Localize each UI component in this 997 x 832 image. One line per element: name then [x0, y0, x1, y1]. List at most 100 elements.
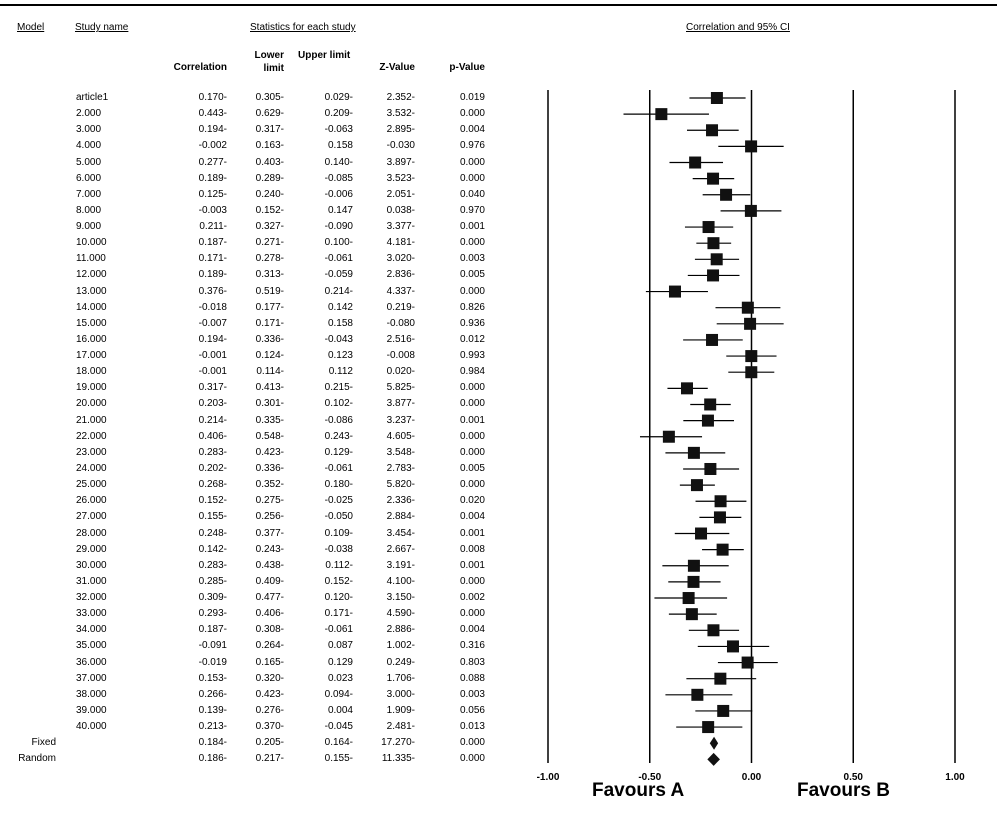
point-estimate-marker	[668, 285, 681, 298]
cell-p: 0.984	[459, 366, 485, 377]
cell-p: 0.001	[459, 415, 485, 426]
summary-upper: 0.155-	[324, 753, 353, 764]
study-name: 13.000	[76, 286, 107, 297]
cell-p: 0.004	[459, 624, 485, 635]
cell-p: 0.993	[459, 350, 485, 361]
cell-p: 0.000	[459, 157, 485, 168]
point-estimate-marker	[714, 672, 727, 685]
cell-z: 4.590-	[386, 608, 415, 619]
point-estimate-marker	[704, 462, 717, 475]
cell-corr: -0.001	[198, 350, 227, 361]
cell-p: 0.000	[459, 108, 485, 119]
cell-z: 2.336-	[386, 495, 415, 506]
cell-corr: 0.153-	[198, 673, 227, 684]
cell-upper: -0.061	[324, 253, 353, 264]
summary-model: Random	[18, 753, 56, 764]
cell-p: 0.000	[459, 479, 485, 490]
cell-upper: 0.147	[327, 205, 353, 216]
cell-corr: 0.155-	[198, 511, 227, 522]
cell-z: 3.548-	[386, 447, 415, 458]
cell-upper: 0.129	[327, 657, 353, 668]
cell-lower: 0.152-	[255, 205, 284, 216]
cell-upper: -0.059	[324, 269, 353, 280]
cell-upper: 0.142	[327, 302, 353, 313]
point-estimate-marker	[710, 92, 723, 104]
point-estimate-marker	[741, 656, 754, 669]
study-name: 25.000	[76, 479, 107, 490]
cell-upper: -0.038	[324, 544, 353, 555]
cell-upper: -0.061	[324, 463, 353, 474]
cell-z: 3.454-	[386, 528, 415, 539]
point-estimate-marker	[687, 559, 700, 572]
cell-upper: 0.087	[327, 640, 353, 651]
summary-p: 0.000	[459, 737, 485, 748]
cell-corr: 0.194-	[198, 124, 227, 135]
cell-lower: 0.336-	[255, 463, 284, 474]
cell-lower: 0.377-	[255, 528, 284, 539]
cell-p: 0.013	[459, 721, 485, 732]
col-header-p-value: p-Value	[449, 62, 485, 73]
cell-p: 0.005	[459, 463, 485, 474]
cell-z: 2.886-	[386, 624, 415, 635]
cell-lower: 0.519-	[255, 286, 284, 297]
cell-z: 2.836-	[386, 269, 415, 280]
cell-upper: 0.158	[327, 318, 353, 329]
cell-p: 0.001	[459, 221, 485, 232]
cell-z: 2.667-	[386, 544, 415, 555]
point-estimate-marker	[689, 156, 702, 169]
cell-z: -0.008	[386, 350, 415, 361]
ci-title: Correlation and 95% CI	[686, 22, 790, 33]
cell-upper: -0.045	[324, 721, 353, 732]
cell-corr: 0.189-	[198, 269, 227, 280]
cell-p: 0.000	[459, 608, 485, 619]
cell-p: 0.001	[459, 560, 485, 571]
study-name: 2.000	[76, 108, 102, 119]
point-estimate-marker	[707, 237, 720, 250]
study-name: 14.000	[76, 302, 107, 313]
col-header-upper-limit: Upper limit	[298, 50, 351, 61]
study-name: 3.000	[76, 124, 102, 135]
summary-corr: 0.186-	[198, 753, 227, 764]
cell-z: -0.080	[386, 318, 415, 329]
point-estimate-marker	[690, 479, 703, 492]
study-name: article1	[76, 92, 109, 103]
point-estimate-marker	[713, 511, 726, 524]
study-name: 33.000	[76, 608, 107, 619]
cell-corr: 0.139-	[198, 705, 227, 716]
cell-lower: 0.275-	[255, 495, 284, 506]
cell-lower: 0.406-	[255, 608, 284, 619]
study-name: 18.000	[76, 366, 107, 377]
cell-z: 0.249-	[386, 657, 415, 668]
point-estimate-marker	[702, 721, 715, 734]
point-estimate-marker	[741, 301, 754, 314]
point-estimate-marker	[717, 704, 730, 717]
point-estimate-marker	[685, 608, 698, 621]
study-name-header: Study name	[75, 22, 129, 33]
cell-z: 4.100-	[386, 576, 415, 587]
summary-z: 11.335-	[381, 753, 415, 764]
cell-upper: 0.094-	[324, 689, 353, 700]
cell-p: 0.003	[459, 253, 485, 264]
cell-p: 0.000	[459, 576, 485, 587]
col-header-correlation: Correlation	[173, 62, 227, 73]
cell-upper: 0.120-	[324, 592, 353, 603]
cell-lower: 0.548-	[255, 431, 284, 442]
point-estimate-marker	[682, 592, 695, 605]
point-estimate-marker	[680, 382, 693, 395]
cell-lower: 0.327-	[255, 221, 284, 232]
cell-lower: 0.305-	[255, 92, 284, 103]
cell-corr: 0.406-	[198, 431, 227, 442]
cell-z: 4.605-	[386, 431, 415, 442]
point-estimate-marker	[744, 204, 757, 217]
study-name: 35.000	[76, 640, 107, 651]
cell-upper: 0.140-	[324, 157, 353, 168]
cell-z: 0.020-	[386, 366, 415, 377]
summary-upper: 0.164-	[324, 737, 353, 748]
cell-z: 3.523-	[386, 173, 415, 184]
cell-corr: 0.309-	[198, 592, 227, 603]
cell-p: 0.000	[459, 286, 485, 297]
cell-lower: 0.477-	[255, 592, 284, 603]
cell-z: 4.337-	[386, 286, 415, 297]
cell-p: 0.826	[459, 302, 485, 313]
